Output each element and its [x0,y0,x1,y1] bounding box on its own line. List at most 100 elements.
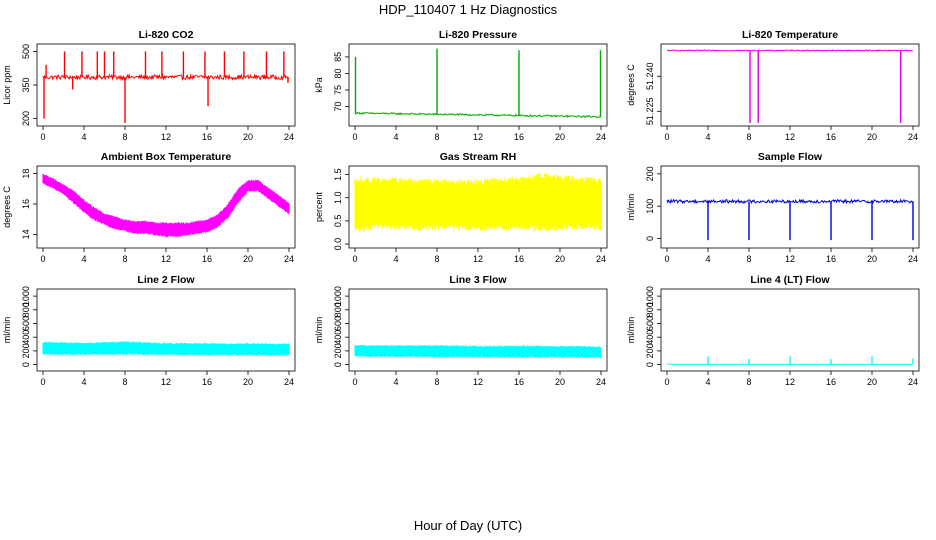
x-tick-label: 24 [908,377,918,387]
x-tick-label: 8 [746,377,751,387]
x-tick-label: 12 [473,254,483,264]
x-tick-label: 24 [284,377,294,387]
plot-frame [348,288,608,372]
x-tick-label: 16 [826,132,836,142]
plot-frame [36,43,296,127]
panel-title: Sample Flow [758,151,823,163]
x-tick-label: 0 [352,132,357,142]
panel-5: Gas Stream RH percent 0 4 8 12 16 20 24 0.0 0.5 1.0… [314,151,608,264]
y-tick-label: 75 [333,85,343,95]
y-axis-label: ml/min [314,317,324,344]
x-tick-label: 8 [434,254,439,264]
y-axis-label: ml/min [2,317,12,344]
x-tick-label: 12 [161,377,171,387]
y-tick-label: 51.225 [645,98,655,126]
panel-3: Li-820 Temperature degrees C 0 4 8 12 16 20 24 51… [626,29,920,142]
y-axis-label: degrees C [2,186,12,228]
panel-8: Line 3 Flow ml/min 0 4 8 12 16 20 24 0 20040060080… [314,274,608,387]
series-9 [667,356,914,365]
x-tick-label: 16 [514,377,524,387]
x-tick-label: 20 [867,132,877,142]
x-tick-label: 8 [434,132,439,142]
x-tick-label: 12 [785,132,795,142]
x-tick-label: 0 [664,254,669,264]
x-tick-label: 8 [746,254,751,264]
plot-frame [660,43,920,127]
x-tick-label: 24 [284,254,294,264]
y-tick-label: 18 [21,169,31,179]
y-tick-label: 1.5 [333,168,343,181]
series-2 [354,48,602,119]
panel-title: Line 3 Flow [449,274,507,286]
x-tick-label: 8 [122,132,127,142]
y-axis-label: ml/min [626,194,636,221]
y-tick-label: 14 [21,229,31,239]
y-tick-label: 600 [333,316,343,331]
series-5 [354,172,602,232]
x-tick-label: 12 [785,377,795,387]
x-tick-label: 20 [867,377,877,387]
y-tick-label: 0 [645,362,655,367]
x-tick-label: 12 [473,132,483,142]
x-tick-label: 0 [40,254,45,264]
series-4 [42,174,290,238]
x-tick-label: 4 [393,254,398,264]
x-tick-label: 24 [284,132,294,142]
series-line [667,49,914,52]
y-tick-label: 600 [21,316,31,331]
x-tick-label: 4 [705,254,710,264]
y-tick-label: 800 [21,302,31,317]
y-tick-label: 1.0 [333,191,343,204]
y-axis-label: ml/min [626,317,636,344]
x-tick-label: 20 [555,377,565,387]
y-axis-label: percent [314,191,324,222]
panel-4: Ambient Box Temperature degrees C 0 4 8 12 16 2… [2,151,296,264]
y-tick-label: 400 [645,330,655,345]
panel-title: Li-820 Temperature [742,29,838,41]
y-axis-label: Licor ppm [2,65,12,105]
x-tick-label: 20 [867,254,877,264]
y-tick-label: 0 [21,362,31,367]
y-tick-label: 400 [333,330,343,345]
series-1 [42,51,290,123]
x-tick-label: 20 [243,132,253,142]
y-tick-label: 200 [21,343,31,358]
y-tick-label: 100 [645,199,655,214]
x-tick-label: 16 [202,132,212,142]
x-tick-label: 24 [596,377,606,387]
x-tick-label: 4 [393,132,398,142]
y-tick-label: 800 [333,302,343,317]
x-tick-label: 20 [243,254,253,264]
series-line [354,111,602,119]
y-tick-label: 0 [333,362,343,367]
x-tick-label: 4 [81,254,86,264]
y-axis-label: kPa [314,77,324,93]
panel-2: Li-820 Pressure kPa 0 4 8 12 16 20 24 70 75 80 85 [314,29,608,142]
x-tick-label: 4 [81,377,86,387]
x-tick-label: 16 [826,377,836,387]
panel-1: Li-820 CO2 Licor ppm 0 4 8 12 16 20 24 200 350 500 [2,29,296,142]
x-tick-label: 20 [555,254,565,264]
x-tick-label: 16 [826,254,836,264]
y-axis-label: degrees C [626,64,636,106]
x-tick-label: 0 [352,377,357,387]
x-tick-label: 8 [434,377,439,387]
y-tick-label: 51.240 [645,62,655,90]
x-tick-label: 16 [202,377,212,387]
y-tick-label: 1000 [333,286,343,306]
y-tick-label: 200 [333,343,343,358]
x-tick-label: 0 [40,377,45,387]
x-tick-label: 16 [514,254,524,264]
y-tick-label: 70 [333,101,343,111]
x-tick-label: 20 [243,377,253,387]
x-tick-label: 20 [555,132,565,142]
x-tick-label: 0 [352,254,357,264]
y-tick-label: 16 [21,199,31,209]
x-tick-label: 12 [161,132,171,142]
x-tick-label: 16 [202,254,212,264]
panel-7: Line 2 Flow ml/min 0 4 8 12 16 20 24 0 20040060080… [2,274,296,387]
x-tick-label: 8 [746,132,751,142]
y-tick-label: 0.5 [333,215,343,228]
x-tick-label: 0 [664,132,669,142]
x-tick-label: 4 [81,132,86,142]
